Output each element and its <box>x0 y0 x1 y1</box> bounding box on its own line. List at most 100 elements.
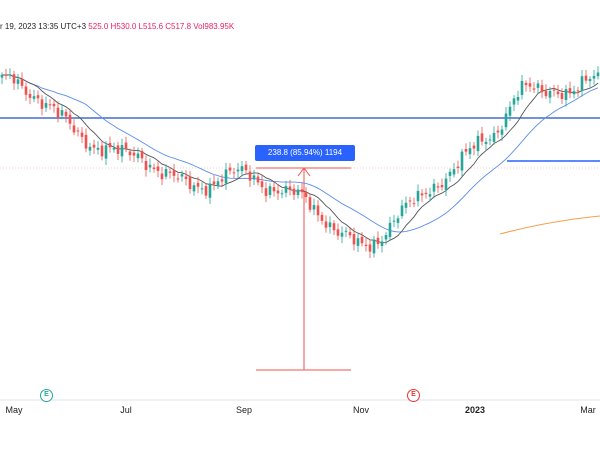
candle-body <box>60 110 64 116</box>
candle-body <box>372 239 376 254</box>
candle-body <box>0 74 4 78</box>
candle-body <box>104 145 108 159</box>
candle-body <box>376 237 380 245</box>
candle-body <box>580 76 584 92</box>
candle-body <box>12 74 16 84</box>
candle-body <box>344 230 348 232</box>
candle-body <box>184 176 188 180</box>
candle-body <box>400 205 404 217</box>
candle-body <box>116 145 120 154</box>
candle-body <box>384 235 388 240</box>
candle-body <box>592 75 596 79</box>
candle-body <box>368 244 372 252</box>
candle-body <box>428 194 432 197</box>
candle-body <box>236 169 240 172</box>
candle-body <box>208 183 212 198</box>
fast-ma-line <box>2 74 599 244</box>
candle-body <box>320 214 324 221</box>
candle-body <box>260 181 264 188</box>
header-ohlcv: 525.0 H530.0 L515.6 C517.8 Vol983.95K <box>88 22 235 31</box>
candle-body <box>332 223 336 231</box>
candle-body <box>56 107 60 118</box>
candle-body <box>408 200 412 202</box>
candle-body <box>380 241 384 246</box>
candle-body <box>528 83 532 87</box>
candle-body <box>40 99 44 109</box>
candle-body <box>440 184 444 188</box>
candle-body <box>148 164 152 168</box>
candle-body <box>168 171 172 173</box>
candle-body <box>124 142 128 149</box>
candle-body <box>216 181 220 187</box>
candle-body <box>128 151 132 156</box>
candle-body <box>392 220 396 222</box>
candle-body <box>316 205 320 216</box>
candle-body <box>348 232 352 236</box>
candle-body <box>504 113 508 128</box>
candle-body <box>276 190 280 194</box>
earnings-event-icon[interactable]: E <box>40 389 53 402</box>
candle-body <box>268 186 272 196</box>
candle-body <box>52 103 56 107</box>
candle-body <box>436 186 440 188</box>
candle-body <box>88 146 92 151</box>
candle-body <box>548 91 552 98</box>
candle-body <box>464 149 468 152</box>
candle-body <box>64 111 68 117</box>
candle-body <box>500 129 504 135</box>
candle-body <box>144 160 148 171</box>
candle-body <box>308 197 312 210</box>
candle-body <box>292 188 296 195</box>
candle-body <box>424 192 428 195</box>
candle-body <box>76 130 80 132</box>
candle-body <box>484 141 488 145</box>
x-axis-label-nov: Nov <box>352 405 370 415</box>
candle-body <box>36 95 40 99</box>
candle-body <box>516 96 520 101</box>
candle-body <box>132 152 136 156</box>
candle-body <box>240 166 244 172</box>
candle-body <box>456 166 460 168</box>
candle-body <box>140 151 144 159</box>
candle-body <box>72 125 76 133</box>
candle-body <box>412 203 416 205</box>
candle-body <box>44 103 48 108</box>
x-axis-label-2023: 2023 <box>464 405 486 415</box>
candle-body <box>108 142 112 148</box>
candle-body <box>112 147 116 150</box>
candle-body <box>512 98 516 105</box>
candle-body <box>68 114 72 124</box>
candle-body <box>264 188 268 196</box>
candle-body <box>160 173 164 180</box>
candle-body <box>304 192 308 198</box>
candle-body <box>388 222 392 238</box>
candle-body <box>172 170 176 176</box>
candle-body <box>496 130 500 133</box>
header-datetime: r 19, 2023 13:35 UTC+3 <box>0 22 87 31</box>
orange-ma-line <box>499 215 600 235</box>
candle-body <box>576 90 580 92</box>
price-range-label: 238.8 (85.94%) 1194 <box>255 145 355 161</box>
earnings-event-icon[interactable]: E <box>407 389 420 402</box>
candle-body <box>180 174 184 177</box>
ohlc-header: r 19, 2023 13:35 UTC+3 525.0 H530.0 L515… <box>0 22 234 31</box>
candle-body <box>352 234 356 245</box>
candle-body <box>232 172 236 174</box>
candle-body <box>520 80 524 95</box>
candle-body <box>328 222 332 228</box>
candle-body <box>220 179 224 182</box>
candle-body <box>16 79 20 84</box>
candle-body <box>84 134 88 149</box>
candle-body <box>4 74 8 76</box>
candle-body <box>120 145 124 157</box>
candle-body <box>212 181 216 185</box>
candle-body <box>28 94 32 98</box>
candle-body <box>432 183 436 192</box>
candle-body <box>176 178 180 180</box>
candle-body <box>288 186 292 189</box>
candle-body <box>476 135 480 152</box>
candle-body <box>556 91 560 95</box>
candle-body <box>568 88 572 94</box>
